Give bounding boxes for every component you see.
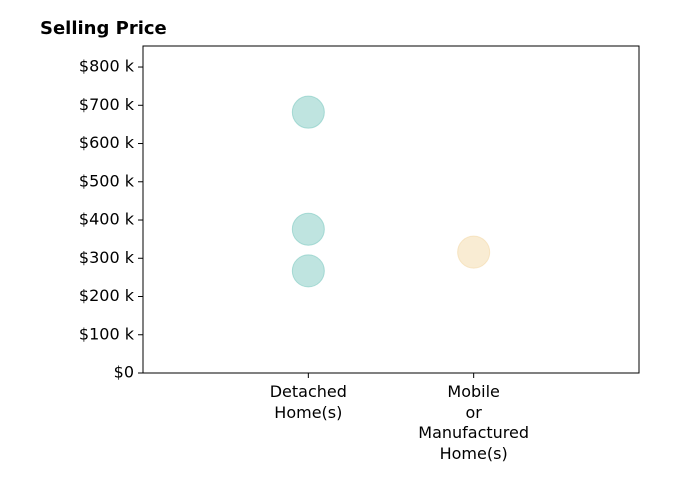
x-tick-label: Detached Home(s) [269,382,347,422]
y-tick-label: $400 k [79,210,135,229]
point [291,212,325,246]
plot-frame [142,45,640,374]
y-tick-label: $600 k [79,133,135,152]
y-tick-label: $800 k [79,57,135,76]
x-tick-label: Mobile or Manufactured Home(s) [418,382,530,463]
y-tick-label: $200 k [79,286,135,305]
y-tick-label: $500 k [79,171,135,190]
point [457,235,491,269]
y-tick-label: $700 k [79,95,135,114]
y-tick-label: $300 k [79,248,135,267]
chart-title: Selling Price [40,18,167,39]
point [291,95,325,129]
y-tick-label: $100 k [79,324,135,343]
point [291,254,325,288]
y-tick-label: $0 [114,363,134,382]
